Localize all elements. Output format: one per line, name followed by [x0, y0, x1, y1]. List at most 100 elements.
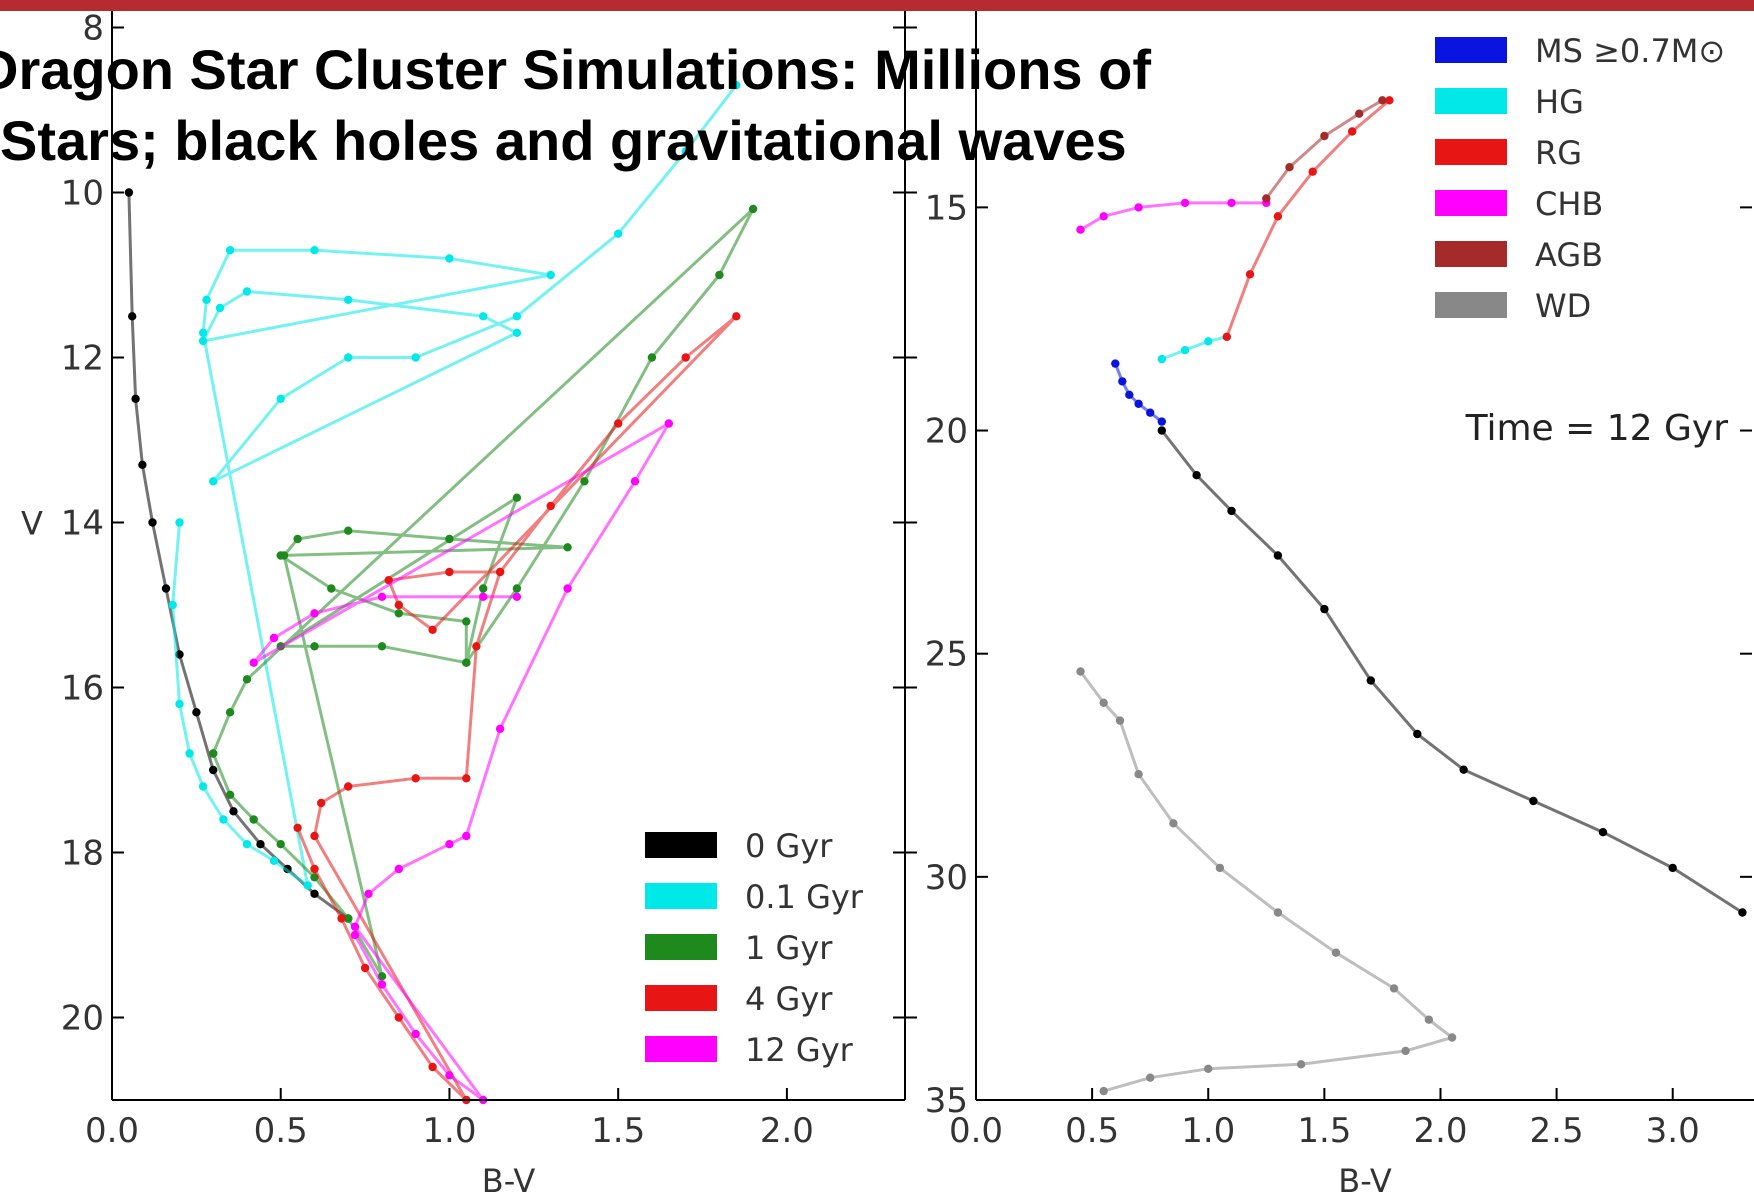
right-legend: MS ≥0.7M⊙ HG RG CHB AGB WD [1435, 32, 1725, 325]
12-gyr-point [630, 477, 640, 486]
4-gyr-trace [296, 314, 738, 1102]
1-gyr-point [225, 790, 235, 799]
12-gyr-point [563, 584, 572, 593]
1-gyr-point [445, 534, 454, 544]
y-axis-label: V [21, 505, 43, 543]
1-gyr-point [512, 493, 522, 502]
0-gyr-point [256, 840, 265, 849]
rg-trace [1225, 99, 1391, 338]
agb-trace [1265, 99, 1384, 200]
wd-point [1115, 716, 1125, 725]
rg-point [1245, 270, 1255, 279]
12-gyr-point [377, 592, 387, 601]
12-gyr-point [445, 1071, 454, 1080]
4-gyr-point [293, 823, 302, 832]
4-gyr-point [317, 798, 326, 808]
x-tick-label: 0.0 [949, 1111, 1003, 1151]
series-6-point [1459, 765, 1468, 774]
wd-point [1273, 908, 1283, 917]
0-gyr-point [192, 708, 201, 717]
slide-top-accent-bar [0, 0, 1754, 11]
chb-point [1227, 198, 1236, 208]
0-1-gyr-point [303, 881, 312, 890]
0-1-gyr-point [225, 246, 235, 255]
rg-point [1348, 127, 1357, 136]
4-gyr-point [310, 831, 319, 841]
hg-point [1180, 346, 1190, 355]
y-tick-label: 20 [61, 999, 104, 1039]
series-6-point [1529, 796, 1538, 806]
1-gyr-point [310, 642, 319, 651]
12-gyr-point [411, 1029, 420, 1039]
legend-swatch [645, 985, 717, 1011]
4-gyr-point [411, 774, 420, 783]
1-gyr-point [293, 534, 302, 544]
legend-label: AGB [1535, 236, 1603, 274]
x-tick-label: 2.0 [1413, 1111, 1467, 1151]
y-tick-label: 15 [925, 188, 968, 228]
12-gyr-point [350, 930, 360, 940]
series-6-point [1273, 551, 1283, 560]
ms-0-7m-point [1157, 417, 1167, 426]
1-gyr-point [479, 584, 488, 593]
0-1-gyr-point [411, 353, 420, 362]
1-gyr-point [344, 526, 353, 535]
0-1-gyr-point [219, 815, 228, 824]
12-gyr-point [310, 609, 319, 618]
0-1-gyr-point [168, 600, 177, 610]
1-gyr-point [580, 477, 589, 486]
y-tick-label: 14 [61, 504, 104, 544]
wd-point [1146, 1073, 1155, 1082]
4-gyr-point [394, 600, 403, 610]
y-tick-label: 10 [61, 174, 104, 214]
x-axis-label: B-V [482, 1162, 536, 1199]
left-axes: 0.0 0.5 1.0 1.5 2.0 B-V 8 10 12 14 16 18 20 V [21, 9, 917, 1199]
12-gyr-point [462, 831, 471, 841]
legend-label: HG [1535, 83, 1584, 121]
0-1-gyr-point [276, 394, 285, 403]
12-gyr-point [664, 419, 673, 428]
1-gyr-point [209, 749, 218, 758]
0-1-gyr-point [175, 699, 184, 709]
series-6-point [1227, 506, 1236, 516]
1-gyr-point [748, 204, 758, 214]
4-gyr-point [732, 312, 741, 321]
y-tick-label: 16 [61, 669, 104, 709]
x-tick-label: 1.0 [1181, 1111, 1235, 1151]
legend-label: MS ≥0.7M⊙ [1535, 32, 1725, 70]
4-gyr-point [428, 625, 437, 634]
y-tick-label: 12 [61, 339, 104, 379]
0-1-gyr-point [546, 270, 555, 280]
x-tick-label: 3.0 [1646, 1111, 1700, 1151]
0-1-gyr-point [614, 229, 623, 238]
hg-point [1204, 337, 1213, 346]
time-annotation: Time = 12 Gyr [1465, 408, 1729, 449]
right-data-points [1076, 96, 1747, 1096]
legend-label: 0 Gyr [745, 827, 833, 865]
legend-label: CHB [1535, 185, 1603, 223]
legend-label: 0.1 Gyr [745, 878, 864, 916]
x-axis-label: B-V [1338, 1162, 1392, 1199]
12-gyr-point [394, 864, 403, 874]
4-gyr-point [495, 567, 505, 577]
y-tick-label: 20 [925, 412, 968, 452]
x-tick-label: 0.5 [1065, 1111, 1119, 1151]
12-gyr-trace [252, 422, 671, 1102]
1-gyr-point [647, 353, 657, 362]
x-tick-label: 2.0 [760, 1111, 814, 1151]
0-gyr-point [138, 460, 147, 469]
hg-point [1157, 354, 1167, 364]
0-1-gyr-point [344, 295, 353, 304]
legend-swatch [645, 883, 717, 909]
0-gyr-point [148, 518, 157, 527]
0-1-gyr-point [479, 312, 488, 321]
legend-swatch [645, 934, 717, 960]
0-gyr-trace [127, 192, 350, 920]
x-tick-label: 2.5 [1530, 1111, 1584, 1151]
1-gyr-point [249, 815, 258, 824]
1-gyr-point [462, 658, 471, 667]
0-1-gyr-point [209, 477, 218, 486]
y-tick-label: 18 [61, 834, 104, 874]
